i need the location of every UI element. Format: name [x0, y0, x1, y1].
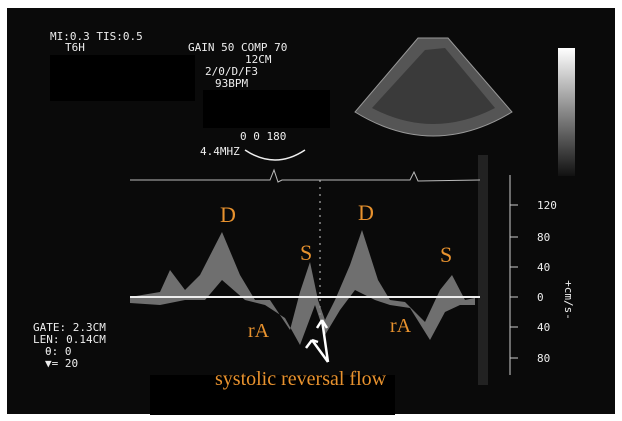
annotation: S [440, 242, 452, 267]
angles: 0 0 180 [240, 130, 286, 143]
mi-tis: MI:0.3 TIS:0.5 [50, 30, 143, 43]
probe: T6H [65, 41, 85, 54]
scale-label: 120 [537, 199, 557, 212]
scale-label: 0 [537, 291, 544, 304]
annotation: D [358, 200, 374, 225]
scale-unit: +cm/s- [562, 280, 575, 320]
side-strip [478, 155, 488, 385]
scale-label: 40 [537, 321, 550, 334]
ultrasound-screen: 120 80 40 0 40 80 +cm/s- MI:0.3 TIS:0.5 T6H G… [0, 0, 622, 421]
scale-label: 40 [537, 261, 550, 274]
grayscale-bar [558, 48, 575, 176]
caption: systolic reversal flow [215, 368, 387, 390]
annotation: rA [390, 315, 412, 337]
annotation: S [300, 240, 312, 265]
annotation: rA [248, 320, 270, 342]
frequency: 4.4MHZ [200, 145, 240, 158]
annotation: D [220, 202, 236, 227]
redaction [50, 55, 195, 101]
scale-label: 80 [537, 231, 550, 244]
redaction [203, 90, 330, 128]
gain-comp: GAIN 50 COMP 70 [188, 41, 287, 54]
scale-label: 80 [537, 352, 550, 365]
marker: ▼= 20 [45, 357, 78, 370]
heart-rate: 93BPM [215, 77, 248, 90]
